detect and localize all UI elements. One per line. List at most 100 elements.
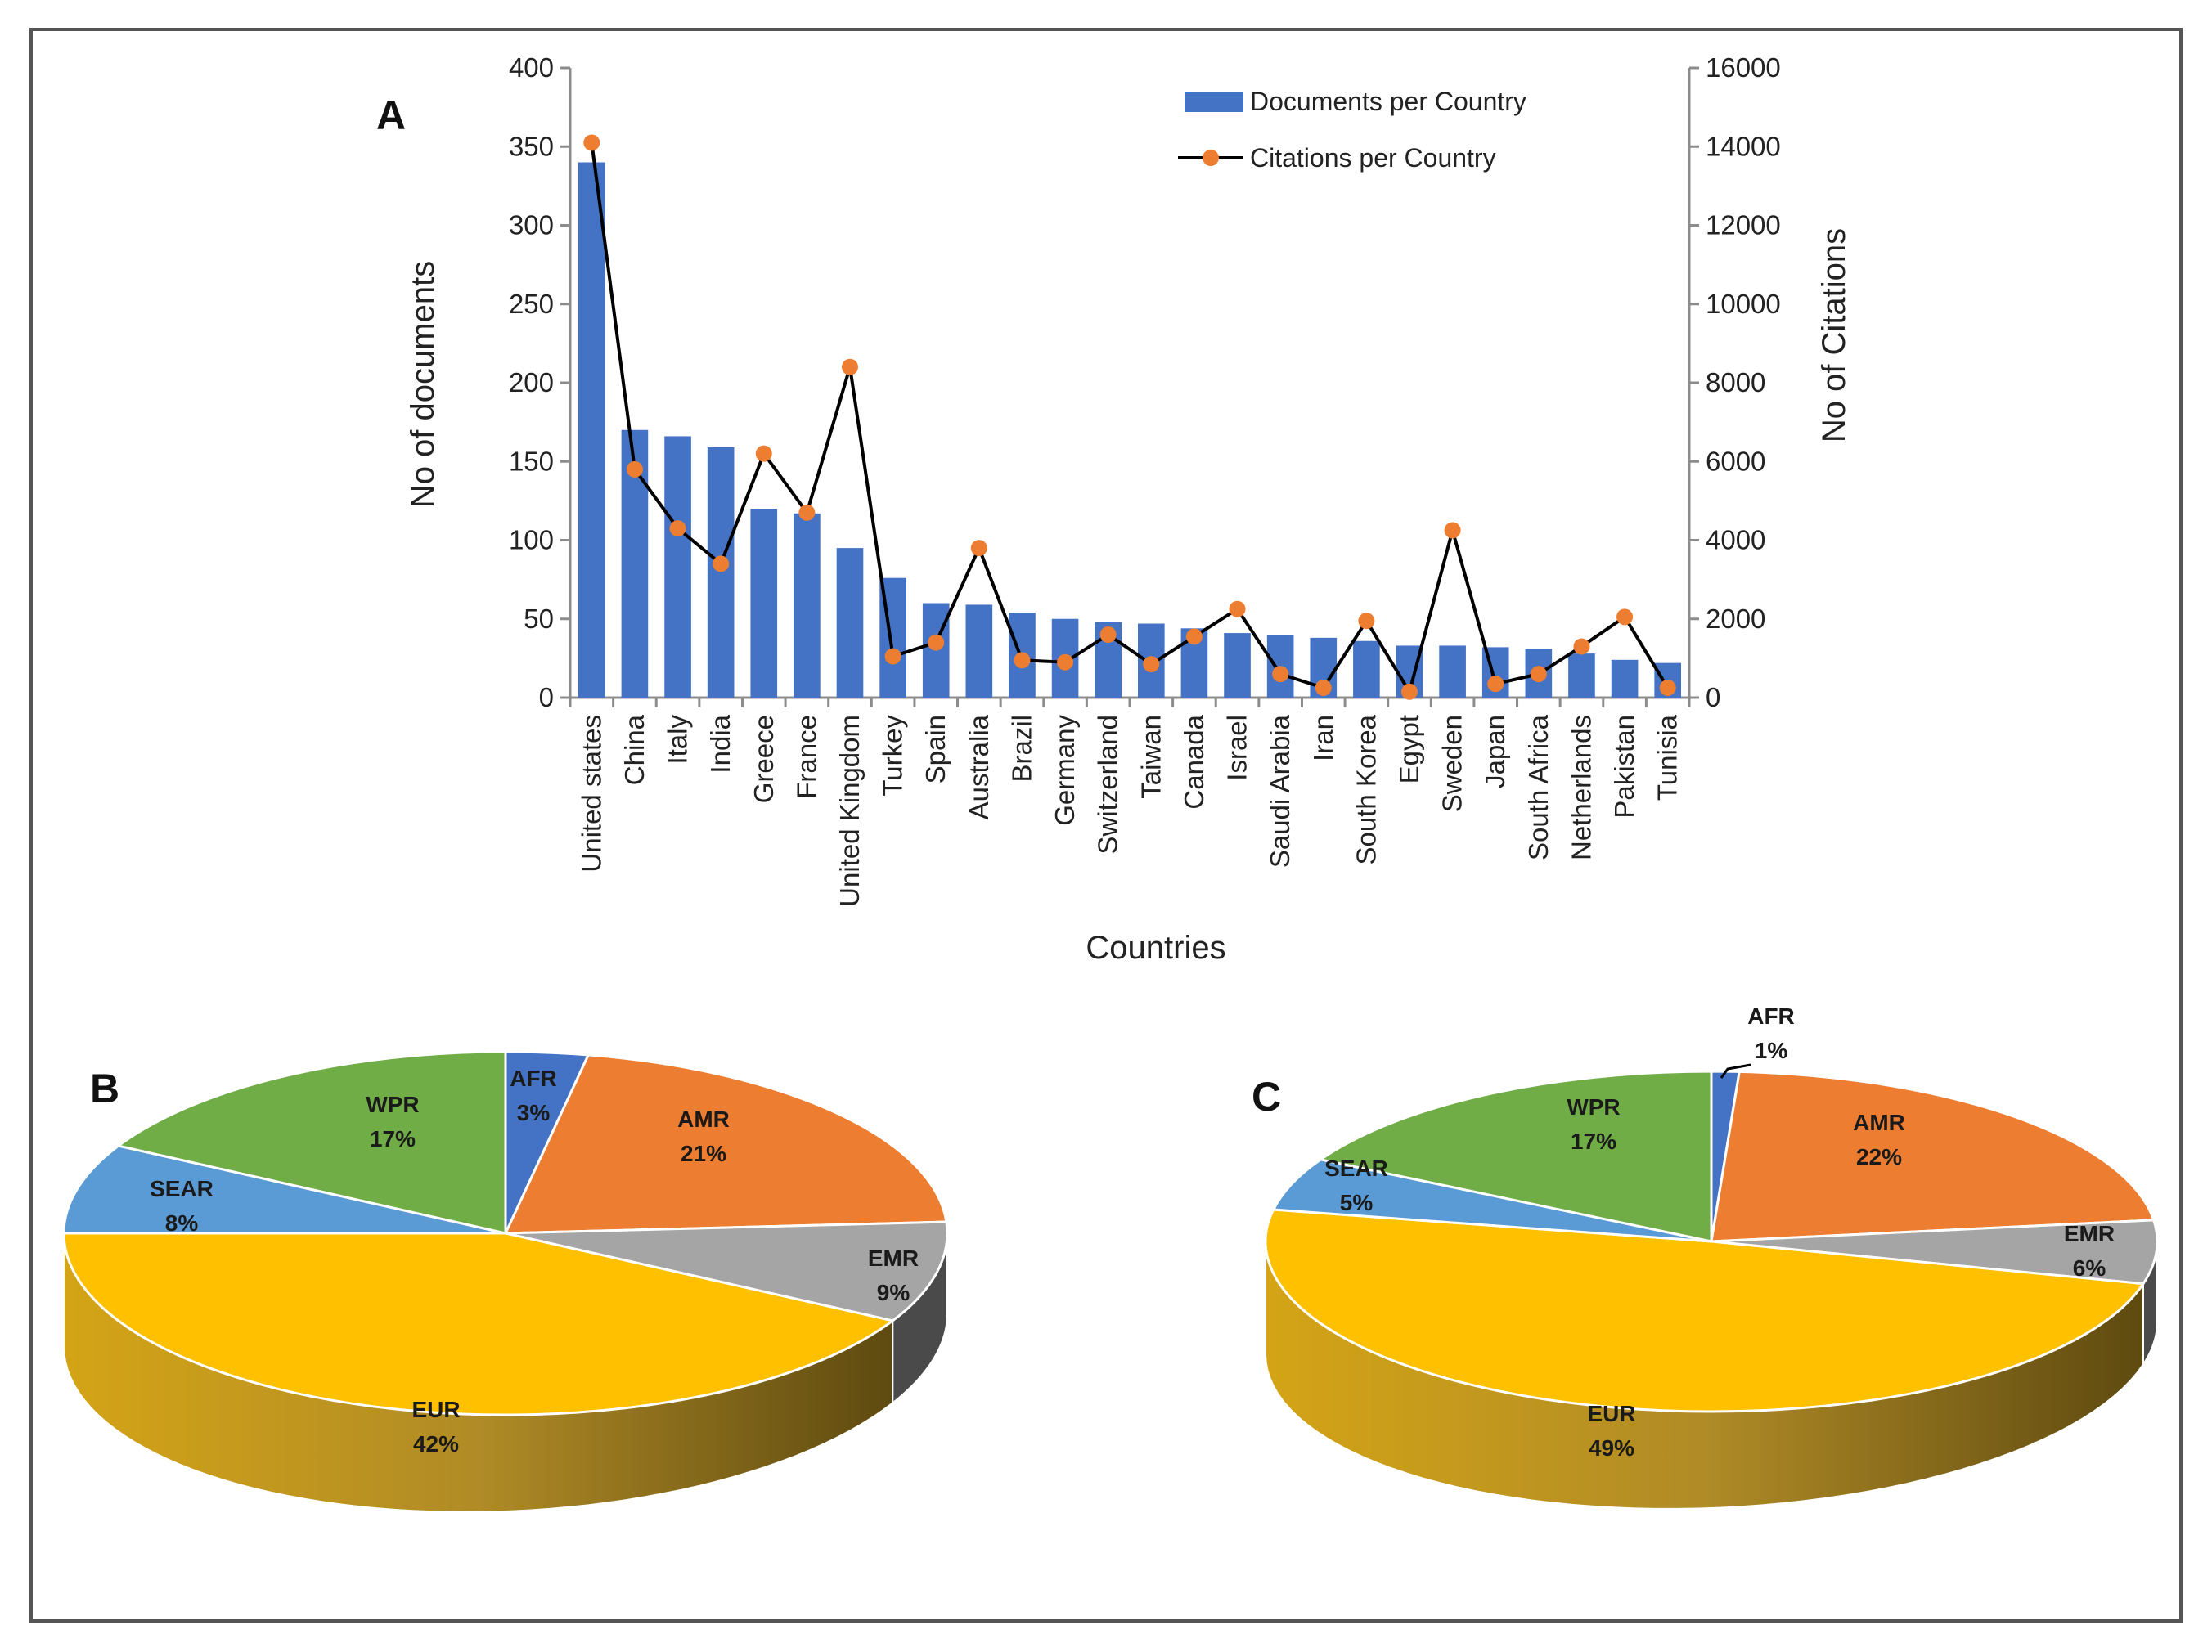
y2-tick-label: 0 <box>1706 682 1720 712</box>
pie-label-afr-value: 1% <box>1755 1038 1788 1063</box>
y-tick-label: 0 <box>539 682 554 712</box>
y2-axis-title: No of Citations <box>1816 228 1852 442</box>
pie-label-afr-value: 3% <box>517 1100 551 1125</box>
citation-marker-saudi-arabia <box>1272 666 1289 683</box>
y-axis-title: No of documents <box>405 261 441 508</box>
bar-sweden <box>1439 645 1466 698</box>
x-tick-label: Canada <box>1179 714 1209 809</box>
y2-tick-label: 2000 <box>1706 604 1765 634</box>
pie-leader-line <box>1720 1063 1751 1079</box>
bar-netherlands <box>1568 653 1595 698</box>
citation-marker-switzerland <box>1099 626 1117 643</box>
citation-marker-australia <box>970 540 987 557</box>
bar-united-states <box>578 162 605 698</box>
y2-tick-label: 14000 <box>1706 131 1781 161</box>
pie-label-eur-value: 42% <box>413 1431 459 1457</box>
pie-label-wpr-name: WPR <box>1567 1094 1620 1120</box>
citation-marker-tunisia <box>1659 679 1676 696</box>
citation-marker-italy <box>669 520 686 537</box>
x-tick-label: South Korea <box>1351 714 1381 864</box>
x-tick-label: Greece <box>749 715 779 803</box>
pie-slice-sear <box>62 1144 507 1235</box>
pie-label-eur-name: EUR <box>1587 1401 1635 1426</box>
pie-label-wpr-value: 17% <box>1571 1129 1616 1154</box>
x-tick-label: Spain <box>920 715 951 783</box>
x-tick-label: Egypt <box>1394 715 1424 783</box>
pie-slice-wpr <box>117 1050 507 1235</box>
pie-label-amr-name: AMR <box>677 1107 730 1132</box>
legend-swatch-citations-marker <box>1203 150 1219 166</box>
citation-marker-egypt <box>1401 683 1418 700</box>
citation-polyline <box>590 142 1670 694</box>
y-tick-label: 200 <box>509 367 554 397</box>
y2-tick-label: 4000 <box>1706 525 1765 555</box>
bar-israel <box>1224 633 1251 698</box>
pie-label-sear-name: SEAR <box>1324 1156 1388 1181</box>
citation-marker-spain <box>928 634 945 651</box>
citation-marker-iran <box>1315 679 1332 696</box>
pie-b-slices <box>62 1050 949 1513</box>
x-tick-label: China <box>619 714 650 785</box>
citation-marker-germany <box>1057 653 1074 671</box>
pie-label-emr-name: EMR <box>868 1246 919 1271</box>
pie-label-wpr-value: 17% <box>370 1126 416 1151</box>
document-bars <box>578 162 1682 698</box>
x-tick-label: Taiwan <box>1135 715 1166 799</box>
x-tick-label: Sweden <box>1437 715 1468 812</box>
x-tick-label: United states <box>576 715 606 873</box>
x-tick-label: Israel <box>1222 715 1252 781</box>
pie-c-slices <box>1264 1070 2159 1510</box>
country-tick-labels: United states China Italy India Greece France… <box>576 714 1682 906</box>
y2-tick-label: 8000 <box>1706 367 1765 397</box>
pie-label-wpr-name: WPR <box>366 1092 419 1117</box>
legend-label-citations: Citations per Country <box>1250 143 1496 173</box>
citation-marker-china <box>626 460 643 478</box>
y2-tick-label: 10000 <box>1706 289 1781 319</box>
pie-label-afr-name: AFR <box>1747 1003 1795 1029</box>
pie-label-emr-value: 6% <box>2073 1255 2106 1281</box>
bar-india <box>707 447 735 698</box>
citation-marker-south-korea <box>1358 613 1375 630</box>
citation-marker-united-states <box>583 134 600 151</box>
bar-united-kingdom <box>836 548 864 698</box>
y-tick-label: 350 <box>509 131 554 161</box>
pie-label-eur-name: EUR <box>411 1397 460 1422</box>
pie-slice-amr <box>504 1053 948 1235</box>
bar-france <box>794 513 821 698</box>
bar-australia <box>965 604 993 698</box>
x-tick-label: South Africa <box>1523 714 1553 860</box>
pie-label-sear-name: SEAR <box>150 1176 214 1201</box>
bar-pakistan <box>1611 659 1639 698</box>
pie-label-amr-name: AMR <box>1853 1110 1905 1135</box>
x-tick-label: Pakistan <box>1609 715 1639 819</box>
x-tick-label: Netherlands <box>1566 715 1596 860</box>
pie-slice-eur <box>1264 1208 2145 1413</box>
x-tick-label: Saudi Arabia <box>1265 714 1295 868</box>
x-tick-label: Japan <box>1480 715 1510 788</box>
bar-south-korea <box>1353 640 1380 698</box>
citation-marker-israel <box>1229 600 1246 617</box>
panel-c-pie: C AFR 1% AMR 22% EMR 6% EUR 49% SEAR 5% WPR 17% <box>1252 1003 2159 1510</box>
citation-marker-united-kingdom <box>842 358 858 375</box>
pie-slice-sear <box>1272 1158 1713 1243</box>
y-tick-label: 400 <box>509 52 554 83</box>
legend-swatch-documents <box>1185 92 1243 112</box>
x-tick-label: France <box>791 715 821 799</box>
x-tick-label: India <box>705 714 735 773</box>
citation-marker-france <box>798 504 816 521</box>
y2-tick-label: 6000 <box>1706 446 1765 476</box>
panel-b-letter: B <box>90 1066 119 1111</box>
pie-label-afr-name: AFR <box>510 1066 557 1091</box>
x-tick-label: Switzerland <box>1093 715 1123 855</box>
x-tick-label: Tunisia <box>1652 714 1683 801</box>
pie-label-sear-value: 5% <box>1340 1190 1374 1215</box>
figure-border <box>29 28 2183 1623</box>
citation-marker-taiwan <box>1143 656 1160 673</box>
pie-label-eur-value: 49% <box>1589 1435 1634 1461</box>
citation-marker-greece <box>755 445 772 462</box>
pie-slice-eur <box>62 1232 894 1416</box>
panel-b-pie: B AFR 3% AMR 21% EMR 9% EUR 42% SEAR 8% WPR 17% <box>62 1050 949 1513</box>
x-tick-label: Italy <box>663 715 693 765</box>
x-axis-title: Countries <box>1086 930 1225 966</box>
bar-italy <box>664 436 691 698</box>
